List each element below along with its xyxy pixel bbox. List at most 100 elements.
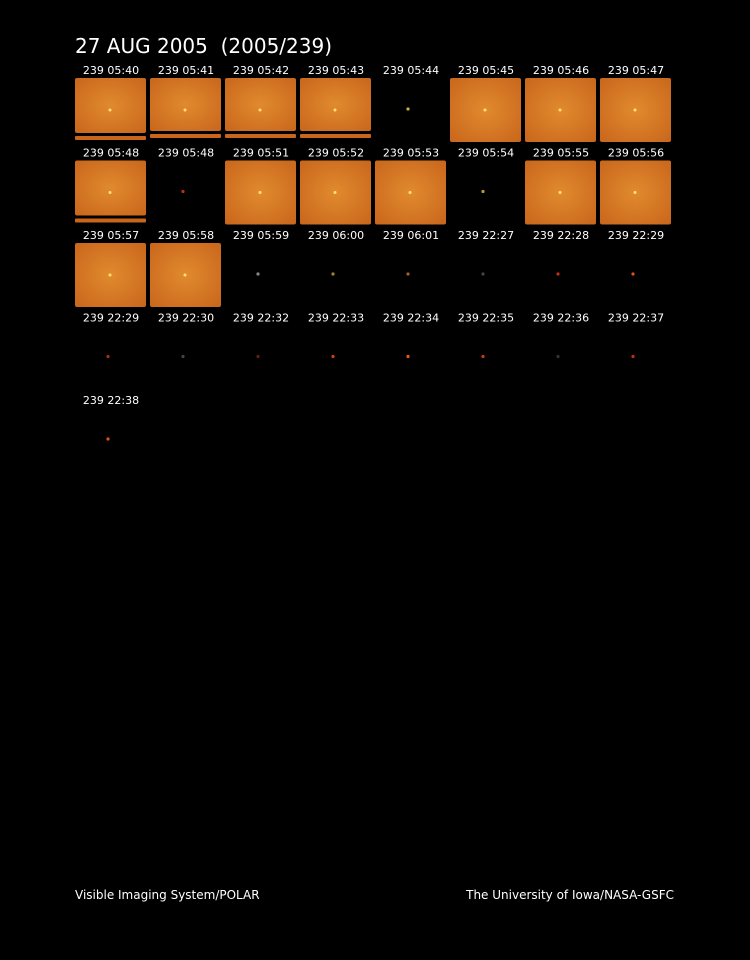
frame-label: 239 22:29 (83, 312, 139, 325)
frame-label: 239 05:41 (158, 64, 214, 77)
frame-label: 239 05:40 (83, 64, 139, 77)
frame-spot (556, 272, 560, 276)
frame: 239 05:43 (300, 64, 371, 138)
frame-spot (181, 354, 185, 359)
frame-spot (331, 354, 335, 359)
frame-spot (183, 108, 187, 112)
frame-label: 239 22:38 (83, 394, 139, 407)
frame: 239 22:38 (83, 394, 139, 441)
frame-label: 239 22:36 (533, 312, 589, 325)
frame-label: 239 05:59 (233, 229, 289, 242)
frame-label: 239 05:42 (233, 64, 289, 77)
frame-spot (633, 191, 637, 194)
frame-spot (408, 191, 412, 194)
frame-spot (183, 273, 187, 277)
frame-spot (631, 354, 635, 359)
frame-spot (556, 354, 560, 359)
frame-image (75, 160, 146, 216)
frame: 239 05:54 (458, 147, 514, 194)
frame: 239 22:36 (533, 312, 589, 359)
frame-spot (333, 191, 337, 194)
frame: 239 22:29 (608, 229, 664, 276)
frame-label: 239 05:57 (83, 229, 139, 242)
frame-label: 239 05:58 (158, 229, 214, 242)
frame: 239 05:47 (600, 64, 671, 142)
frame: 239 22:29 (83, 312, 139, 359)
frame-spot (481, 272, 485, 276)
frame-label: 239 22:34 (383, 312, 439, 325)
frame: 239 05:41 (150, 64, 221, 138)
frame-spot (481, 189, 485, 194)
frame-label: 239 05:55 (533, 147, 589, 160)
frame-stripe (300, 134, 371, 138)
frame-spot (258, 191, 262, 194)
frame: 239 05:45 (450, 64, 521, 142)
frame-stripe (225, 134, 296, 138)
frame-spot (558, 108, 562, 112)
frame-label: 239 05:44 (383, 64, 439, 77)
frame-stripe (150, 134, 221, 138)
frame-spot (106, 437, 110, 441)
frame-label: 239 22:33 (308, 312, 364, 325)
frame: 239 22:35 (458, 312, 514, 359)
frame: 239 06:00 (308, 229, 364, 276)
frame: 239 05:53 (375, 147, 446, 225)
frame-spot (406, 107, 410, 111)
frame-spot (181, 189, 185, 194)
footer-left: Visible Imaging System/POLAR (75, 888, 260, 902)
frame-spot (481, 354, 485, 359)
frame-image (225, 78, 296, 131)
frame-label: 239 05:43 (308, 64, 364, 77)
frame: 239 05:52 (300, 147, 371, 225)
frame-label: 239 22:28 (533, 229, 589, 242)
frame-label: 239 05:46 (533, 64, 589, 77)
frame-spot (406, 354, 410, 359)
frame-stripe (75, 218, 146, 223)
frame-label: 239 05:54 (458, 147, 514, 160)
frame: 239 05:56 (600, 147, 671, 225)
frame-label: 239 22:30 (158, 312, 214, 325)
frame: 239 22:27 (458, 229, 514, 276)
frame-label: 239 05:45 (458, 64, 514, 77)
frame-label: 239 06:01 (383, 229, 439, 242)
frame: 239 05:42 (225, 64, 296, 138)
frame-spot (256, 354, 260, 359)
frame: 239 22:30 (158, 312, 214, 359)
frame: 239 05:58 (150, 229, 221, 307)
frame-spot (406, 272, 410, 276)
frame-spot (256, 272, 260, 276)
frame-label: 239 05:51 (233, 147, 289, 160)
frame-spot (108, 273, 112, 277)
frame: 239 05:40 (75, 64, 146, 140)
frame-spot (558, 191, 562, 194)
frame-spot (331, 272, 335, 276)
frame: 239 22:28 (533, 229, 589, 276)
frame-label: 239 05:48 (83, 147, 139, 160)
frame: 239 05:57 (75, 229, 146, 307)
frame-spot (108, 191, 112, 194)
frame-label: 239 05:47 (608, 64, 664, 77)
frame: 239 22:33 (308, 312, 364, 359)
frame-spot (333, 108, 337, 112)
frame-image (300, 78, 371, 131)
frame: 239 05:59 (233, 229, 289, 276)
frame: 239 05:44 (383, 64, 439, 111)
frame: 239 05:55 (525, 147, 596, 225)
frame-image (75, 78, 146, 133)
frame-spot (483, 108, 487, 112)
footer-right: The University of Iowa/NASA-GSFC (465, 888, 674, 902)
frame: 239 22:34 (383, 312, 439, 359)
frame-label: 239 22:29 (608, 229, 664, 242)
frame-image (150, 78, 221, 131)
frame: 239 05:46 (525, 64, 596, 142)
frame-spot (633, 108, 637, 112)
frame-label: 239 05:56 (608, 147, 664, 160)
frame-stripe (75, 136, 146, 140)
frame-spot (108, 108, 112, 112)
frame-label: 239 22:35 (458, 312, 514, 325)
frame: 239 22:32 (233, 312, 289, 359)
frame-label: 239 05:52 (308, 147, 364, 160)
frame-label: 239 05:53 (383, 147, 439, 160)
